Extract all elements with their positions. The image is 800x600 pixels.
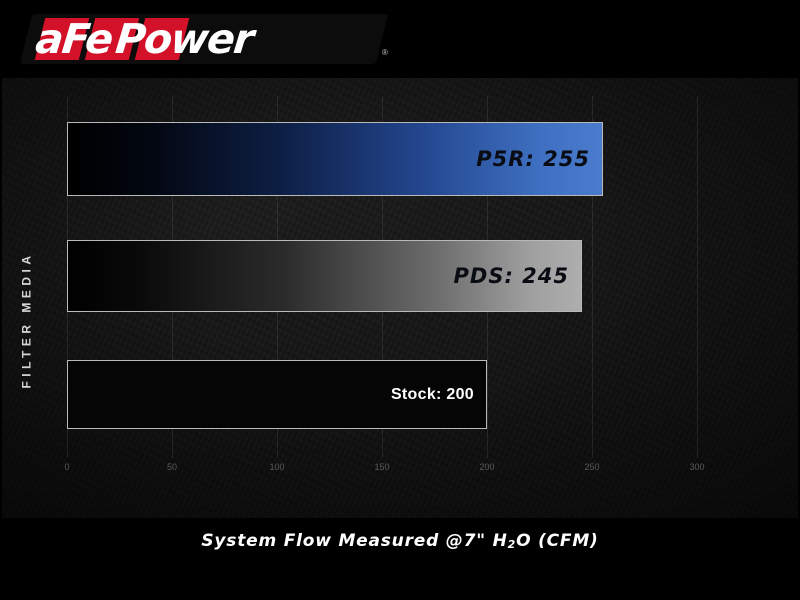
border-left xyxy=(0,0,2,600)
xtick-250: 250 xyxy=(584,462,600,472)
bar-stock: Stock: 200 xyxy=(67,360,487,429)
y-axis-label-text: FILTER MEDIA xyxy=(20,251,35,389)
bar-pds: PDS: 245 xyxy=(67,240,582,312)
footer-caption-subscript: 2 xyxy=(507,538,517,551)
xtick-200: 200 xyxy=(479,462,495,472)
footer-band xyxy=(0,518,800,600)
logo-text-afe: aFe xyxy=(33,15,115,63)
registered-trademark-icon: ® xyxy=(382,48,388,57)
bar-stock-label: Stock: 200 xyxy=(390,385,474,403)
xtick-50: 50 xyxy=(166,462,178,472)
logo-text-power: Power xyxy=(113,15,255,63)
afe-power-logo: aFe Power ® xyxy=(19,14,389,66)
footer-caption-part2: O (CFM) xyxy=(516,531,599,551)
bar-psr: P5R: 255 xyxy=(67,122,603,196)
plot-area: P5R: 255 PDS: 245 Stock: 200 xyxy=(67,96,698,458)
xtick-0: 0 xyxy=(64,462,70,472)
bar-psr-label: P5R: 255 xyxy=(476,147,590,171)
xtick-300: 300 xyxy=(689,462,705,472)
logo-wordmark: aFe Power xyxy=(33,15,384,63)
border-top xyxy=(0,0,800,2)
border-bottom xyxy=(0,598,800,600)
xtick-100: 100 xyxy=(269,462,285,472)
xtick-150: 150 xyxy=(374,462,390,472)
gridline-300 xyxy=(697,96,698,458)
bar-pds-label: PDS: 245 xyxy=(453,264,569,288)
footer-caption: System Flow Measured @7" H2O (CFM) xyxy=(0,531,800,551)
y-axis-label: FILTER MEDIA xyxy=(14,215,40,425)
footer-caption-part1: System Flow Measured @7" H xyxy=(201,531,508,551)
